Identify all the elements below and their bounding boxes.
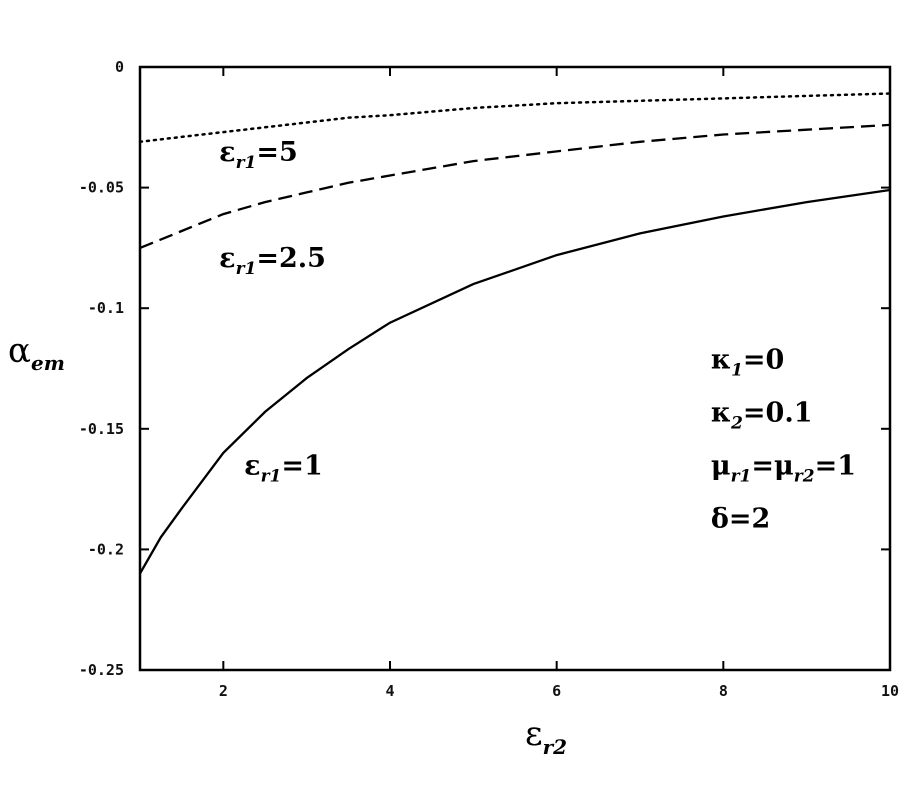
parameter-label: κ2=0.1 bbox=[711, 398, 813, 434]
label-text: κ bbox=[711, 398, 731, 429]
x-tick-label: 10 bbox=[881, 682, 899, 700]
axis-ticks bbox=[140, 66, 891, 671]
label-text: =μ bbox=[751, 451, 793, 482]
label-text: μ bbox=[711, 451, 731, 482]
x-tick-label: 4 bbox=[385, 682, 394, 700]
parameter-label: κ1=0 bbox=[711, 345, 785, 381]
label-text: ε bbox=[219, 243, 235, 274]
x-tick-label: 2 bbox=[219, 682, 228, 700]
label-text: =1 bbox=[815, 451, 856, 482]
y-axis-subscript: em bbox=[31, 351, 65, 375]
x-axis-label: εr2 bbox=[525, 714, 567, 759]
label-subscript: r1 bbox=[236, 259, 257, 279]
y-axis-symbol: α bbox=[8, 331, 31, 371]
label-text: =5 bbox=[256, 137, 297, 168]
label-subscript: r1 bbox=[236, 153, 257, 173]
label-subscript: r2 bbox=[794, 467, 815, 487]
label-text: =2.5 bbox=[256, 243, 326, 274]
y-tick-label: -0.2 bbox=[88, 540, 124, 558]
label-text: δ=2 bbox=[711, 504, 770, 535]
label-text: κ bbox=[711, 345, 731, 376]
x-axis-subscript: r2 bbox=[543, 735, 568, 759]
y-tick-label: -0.15 bbox=[79, 420, 124, 438]
curve-label: εr1=1 bbox=[244, 451, 323, 487]
parameter-label: δ=2 bbox=[711, 504, 770, 535]
parameter-label: μr1=μr2=1 bbox=[711, 451, 856, 487]
label-subscript: r1 bbox=[261, 467, 282, 487]
label-subscript: 2 bbox=[730, 414, 743, 434]
y-axis-label: αem bbox=[8, 331, 65, 375]
label-text: ε bbox=[219, 137, 235, 168]
axis-tick-labels: 2 4 6 8 10 0 -0.05 -0.1 -0.15 -0.2 -0.25 bbox=[79, 58, 899, 700]
label-text: =1 bbox=[281, 451, 322, 482]
y-tick-label: -0.1 bbox=[88, 299, 124, 317]
x-axis-symbol: ε bbox=[525, 714, 543, 754]
series-line-dotted bbox=[138, 92, 892, 144]
label-text: =0 bbox=[743, 345, 784, 376]
y-tick-label: -0.05 bbox=[79, 179, 124, 197]
plot-frame bbox=[138, 65, 892, 672]
y-tick-label: 0 bbox=[115, 58, 124, 76]
curve-label: εr1=5 bbox=[219, 137, 298, 173]
x-tick-label: 6 bbox=[552, 682, 561, 700]
y-tick-label: -0.25 bbox=[79, 661, 124, 679]
label-subscript: 1 bbox=[731, 361, 743, 381]
label-subscript: r1 bbox=[731, 467, 752, 487]
series-line-solid bbox=[139, 188, 891, 575]
series-lines bbox=[138, 92, 892, 575]
series-line-dashed bbox=[139, 123, 891, 249]
curve-label: εr1=2.5 bbox=[219, 243, 326, 279]
x-tick-label: 8 bbox=[719, 682, 728, 700]
label-text: =0.1 bbox=[743, 398, 813, 429]
label-text: ε bbox=[244, 451, 260, 482]
